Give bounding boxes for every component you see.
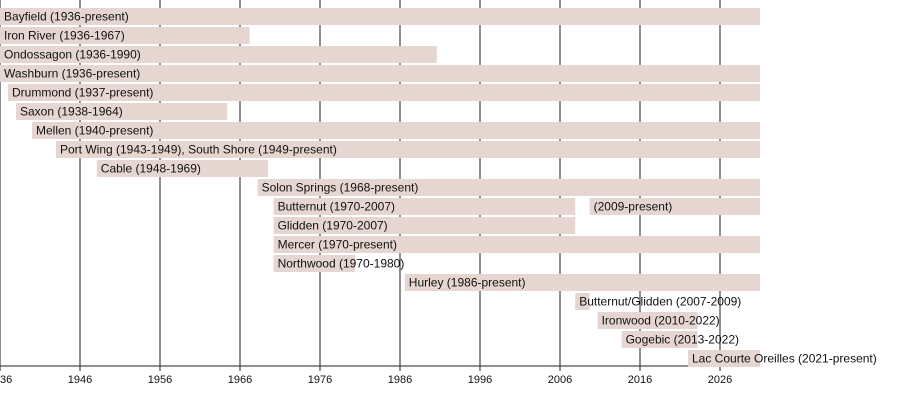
- bar-label: Bayfield (1936-present): [4, 10, 129, 24]
- bar: [0, 46, 437, 63]
- x-tick-label: 2006: [548, 374, 572, 386]
- bar: [273, 255, 356, 272]
- bar-label: Washburn (1936-present): [4, 67, 140, 81]
- bar-label: Gogebic (2013-2022): [626, 333, 739, 347]
- bar: [589, 198, 760, 215]
- x-tick-label: 1936: [0, 374, 12, 386]
- x-tick-label: 1986: [388, 374, 412, 386]
- bar: [0, 8, 760, 25]
- bar: [575, 293, 590, 310]
- bar-label: Ondossagon (1936-1990): [4, 48, 141, 62]
- bar: [273, 198, 576, 215]
- bar-label: Mellen (1940-present): [36, 124, 153, 138]
- bar: [16, 103, 228, 120]
- bar: [0, 27, 250, 44]
- x-tick-label: 1946: [68, 374, 92, 386]
- bar-label: Saxon (1938-1964): [20, 105, 123, 119]
- bar-label: Port Wing (1943-1949), South Shore (1949…: [60, 143, 337, 157]
- x-tick-label: 1996: [468, 374, 492, 386]
- x-tick-label: 1976: [308, 374, 332, 386]
- bar-label: Butternut (1970-2007): [278, 200, 395, 214]
- bar: [8, 84, 760, 101]
- bar-label: Lac Courte Oreilles (2021-present): [692, 352, 877, 366]
- bar-label: Butternut/Glidden (2007-2009): [579, 295, 741, 309]
- bar: [404, 274, 760, 291]
- bar-label: Glidden (1970-2007): [278, 219, 388, 233]
- bar: [597, 312, 698, 329]
- bar: [0, 65, 760, 82]
- bar-label: Hurley (1986-present): [409, 276, 526, 290]
- x-tick-label: 1956: [148, 374, 172, 386]
- x-tick-label: 2016: [628, 374, 652, 386]
- bar: [273, 217, 576, 234]
- bar: [32, 122, 760, 139]
- bar: [257, 179, 760, 196]
- x-tick-label: 1966: [228, 374, 252, 386]
- bar-label: Cable (1948-1969): [101, 162, 201, 176]
- bar-label: Drummond (1937-present): [12, 86, 153, 100]
- x-tick-label: 2026: [708, 374, 732, 386]
- bar: [96, 160, 268, 177]
- bar-label: Northwood (1970-1980): [278, 257, 405, 271]
- bar: [273, 236, 760, 253]
- bar: [56, 141, 760, 158]
- bar-label: Mercer (1970-present): [278, 238, 397, 252]
- bar-label: Solon Springs (1968-present): [262, 181, 419, 195]
- bar-label: Ironwood (2010-2022): [602, 314, 720, 328]
- bar-label: Iron River (1936-1967): [4, 29, 125, 43]
- bar: [621, 331, 698, 348]
- bar: [688, 350, 760, 367]
- bar-label: (2009-present): [594, 200, 673, 214]
